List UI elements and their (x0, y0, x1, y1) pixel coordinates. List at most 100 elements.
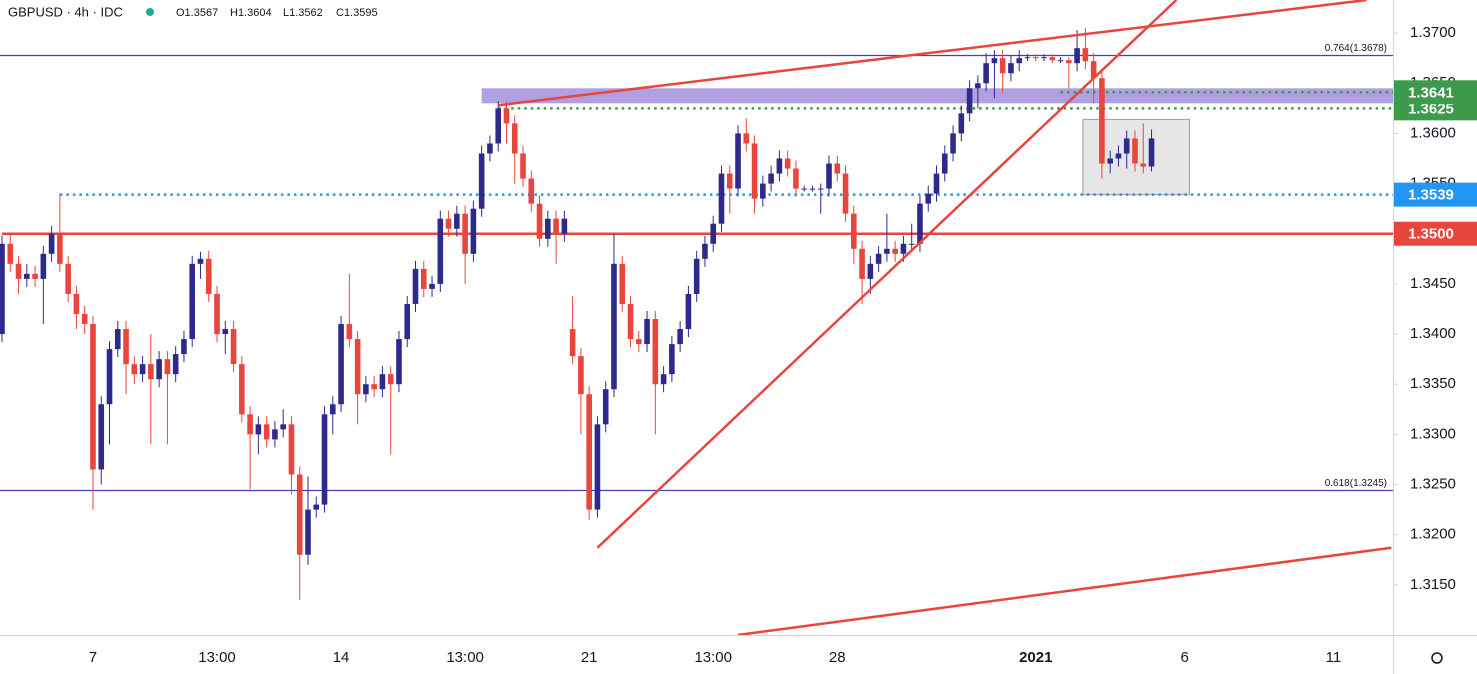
candle-body (925, 193, 932, 204)
candle-body (1016, 58, 1023, 64)
candle-body (495, 108, 501, 144)
candle-body (817, 188, 824, 190)
price-badge (1394, 80, 1477, 105)
ohlc-low: L1.3562 (283, 7, 323, 19)
candle-body (751, 143, 758, 199)
y-tick-label: 1.3450 (1410, 275, 1456, 292)
y-tick-label: 1.3150 (1410, 576, 1456, 593)
price-badge (1394, 182, 1477, 207)
candle-body (98, 404, 105, 470)
candle-body (487, 143, 493, 154)
trendline (596, 0, 1178, 549)
candle-body (677, 329, 683, 345)
candle-body (354, 339, 361, 395)
candle-body (735, 133, 741, 189)
candle-body (536, 203, 543, 239)
candle-body (1107, 158, 1113, 164)
candle-body (24, 273, 30, 279)
candle-body (1032, 57, 1039, 59)
candle-body (412, 268, 419, 304)
candle-body (123, 329, 129, 365)
candle-body (462, 213, 468, 254)
candle-body (230, 329, 237, 365)
candle-body (346, 324, 353, 340)
price-badge-label: 1.3641 (1408, 84, 1454, 101)
candle-body (420, 268, 427, 289)
status-dot (146, 8, 154, 16)
y-tick-label: 1.3250 (1410, 475, 1456, 492)
candle-body (272, 429, 278, 440)
candle-body (181, 339, 187, 355)
candle-body (1082, 48, 1089, 62)
candle-body (627, 303, 634, 340)
candle-body (826, 163, 832, 189)
candle-body (32, 273, 38, 279)
candle-body (445, 218, 452, 229)
candle-body (660, 374, 667, 385)
candle-body (553, 218, 559, 234)
candle-body (114, 329, 121, 350)
candle-body (578, 356, 584, 395)
candle-body (172, 354, 179, 375)
x-tick-label: 21 (581, 649, 598, 666)
candle-body (908, 243, 915, 245)
candle-body (330, 404, 336, 415)
candle-body (975, 83, 981, 89)
fib-label: 0.618(1.3245) (1325, 478, 1387, 489)
x-tick-label: 6 (1180, 649, 1188, 666)
candle-body (966, 88, 973, 114)
candle-body (801, 188, 807, 190)
candle-body (379, 374, 386, 390)
candle-body (429, 283, 435, 289)
candle-body (1049, 57, 1056, 61)
y-tick-label: 1.3200 (1410, 526, 1456, 543)
candle-body (991, 58, 998, 64)
candle-body (189, 263, 196, 340)
x-tick-label: 2021 (1019, 649, 1052, 666)
candle-body (1008, 63, 1014, 74)
x-tick-label: 7 (89, 649, 97, 666)
candle-body (1074, 48, 1080, 64)
candle-body (106, 349, 113, 405)
candle-body (644, 319, 650, 345)
candle-body (768, 173, 774, 184)
candle-body (247, 414, 253, 435)
candle-body (859, 248, 865, 279)
candle-body (296, 474, 303, 555)
candle-body (156, 359, 162, 380)
candle-body (288, 424, 295, 475)
candle-body (148, 364, 154, 380)
candle-body (263, 424, 270, 440)
candle-body (809, 188, 816, 190)
candle-body (65, 263, 71, 294)
candle-body (40, 253, 47, 279)
candle-body (999, 58, 1006, 74)
candle-body (784, 158, 791, 169)
candle-body (503, 108, 510, 124)
candle-body (7, 243, 14, 264)
candle-body (387, 374, 394, 385)
settings-icon[interactable] (1431, 652, 1443, 664)
candle-body (718, 173, 725, 224)
gear[interactable] (1431, 652, 1443, 664)
candle-body (511, 123, 518, 154)
candle-body (545, 218, 551, 239)
candle-body (793, 168, 799, 189)
legend-header: GBPUSD · 4h · IDC O1.3567 H1.3604 L1.356… (8, 4, 378, 19)
candle-body (73, 293, 80, 314)
candle-body (900, 243, 907, 254)
candle-body (255, 424, 262, 435)
candle-body (478, 153, 485, 209)
candle-body (892, 248, 898, 254)
candle-body (983, 63, 989, 84)
candle-body (867, 263, 874, 279)
y-tick-label: 1.3350 (1410, 375, 1456, 392)
x-tick-label: 28 (829, 649, 846, 666)
candle-body (90, 324, 96, 470)
candle-body (1099, 78, 1105, 164)
candle-body (586, 394, 592, 510)
fib-label: 0.764(1.3678) (1325, 43, 1387, 54)
candle-body (669, 344, 675, 375)
candle-body (363, 384, 369, 395)
